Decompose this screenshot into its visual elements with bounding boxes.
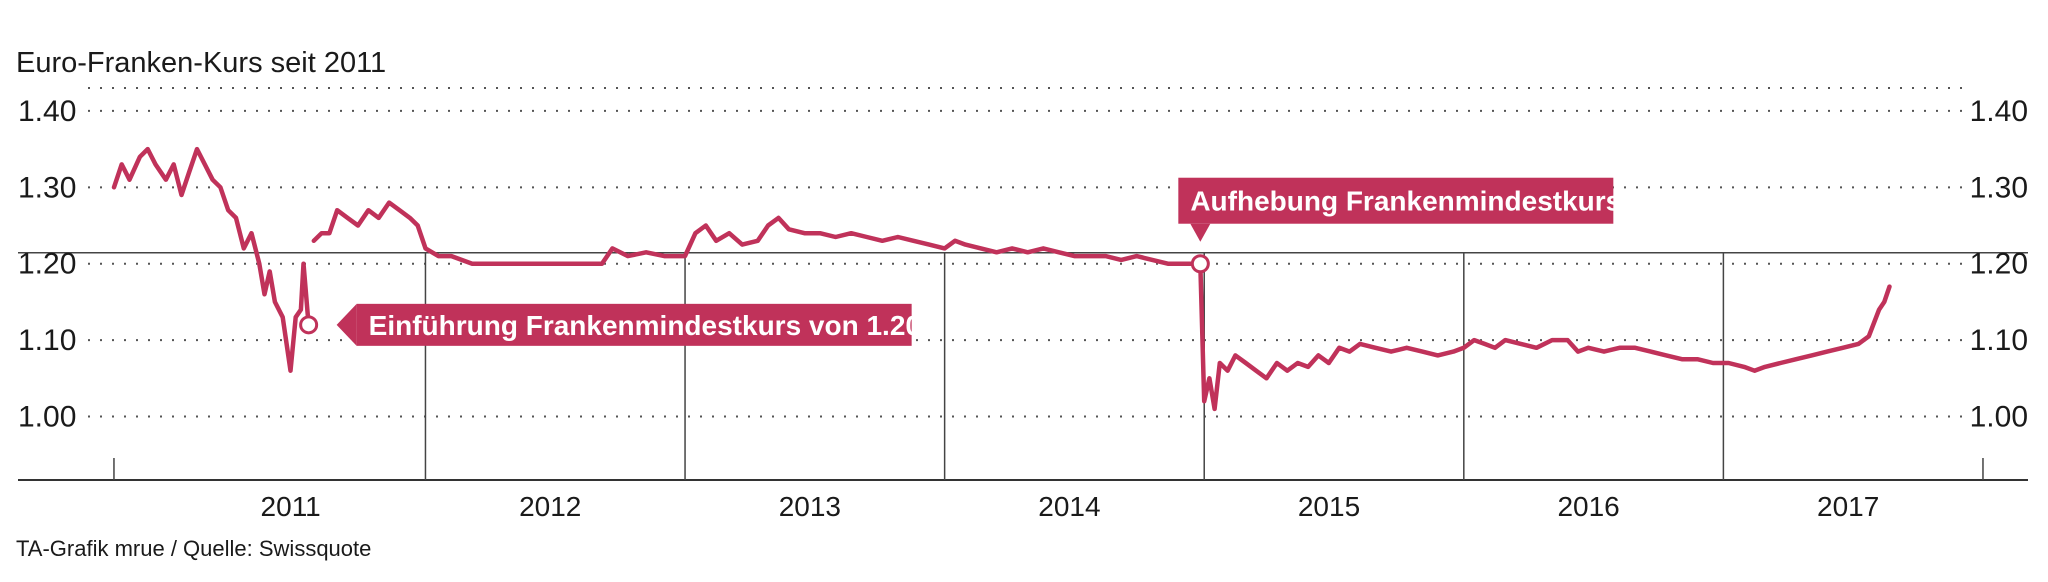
annotation-marker	[1190, 254, 1210, 274]
annotation-label: Aufhebung Frankenmindestkurs	[1190, 186, 1621, 217]
annotation-marker	[299, 315, 319, 335]
annotation-box	[356, 303, 912, 346]
y-tick-label-right: 1.30	[1970, 171, 2028, 204]
annotation-pointer	[1190, 223, 1211, 242]
x-tick-label: 2015	[1298, 491, 1360, 522]
x-tick-label: 2011	[261, 491, 321, 522]
y-tick-label-left: 1.20	[18, 248, 76, 281]
annotation-pointer	[336, 303, 357, 346]
y-tick-label-left: 1.30	[18, 171, 76, 204]
x-tick-label: 2016	[1557, 491, 1619, 522]
series-lines	[111, 146, 1892, 412]
chart-title: Euro-Franken-Kurs seit 2011	[16, 47, 386, 79]
y-tick-label-left: 1.10	[18, 324, 76, 357]
source-note: TA-Grafik mrue / Quelle: Swissquote	[16, 536, 371, 561]
x-tick-label: 2013	[779, 491, 841, 522]
x-tick-label: 2017	[1817, 491, 1879, 522]
series-line	[111, 146, 311, 373]
y-tick-label-right: 1.10	[1970, 324, 2028, 357]
annotations: Einführung Frankenmindestkurs von 1.20 Au…	[299, 177, 1621, 346]
x-tick-label: 2012	[519, 491, 581, 522]
y-tick-label-left: 1.00	[18, 401, 76, 434]
y-tick-label-right: 1.20	[1970, 248, 2028, 281]
annotation-label: Einführung Frankenmindestkurs von 1.20	[369, 310, 921, 341]
y-tick-label-left: 1.40	[18, 95, 76, 128]
x-axis: 1.00 1.00 1.10 1.10 1.20 1.20 1.30 1.30 1.40 1.40…	[18, 95, 2028, 522]
annotation-box	[1178, 177, 1614, 224]
y-tick-label-right: 1.40	[1970, 95, 2028, 128]
x-tick-label: 2014	[1038, 491, 1100, 522]
y-tick-label-right: 1.00	[1970, 401, 2028, 434]
series-line	[311, 200, 1892, 412]
